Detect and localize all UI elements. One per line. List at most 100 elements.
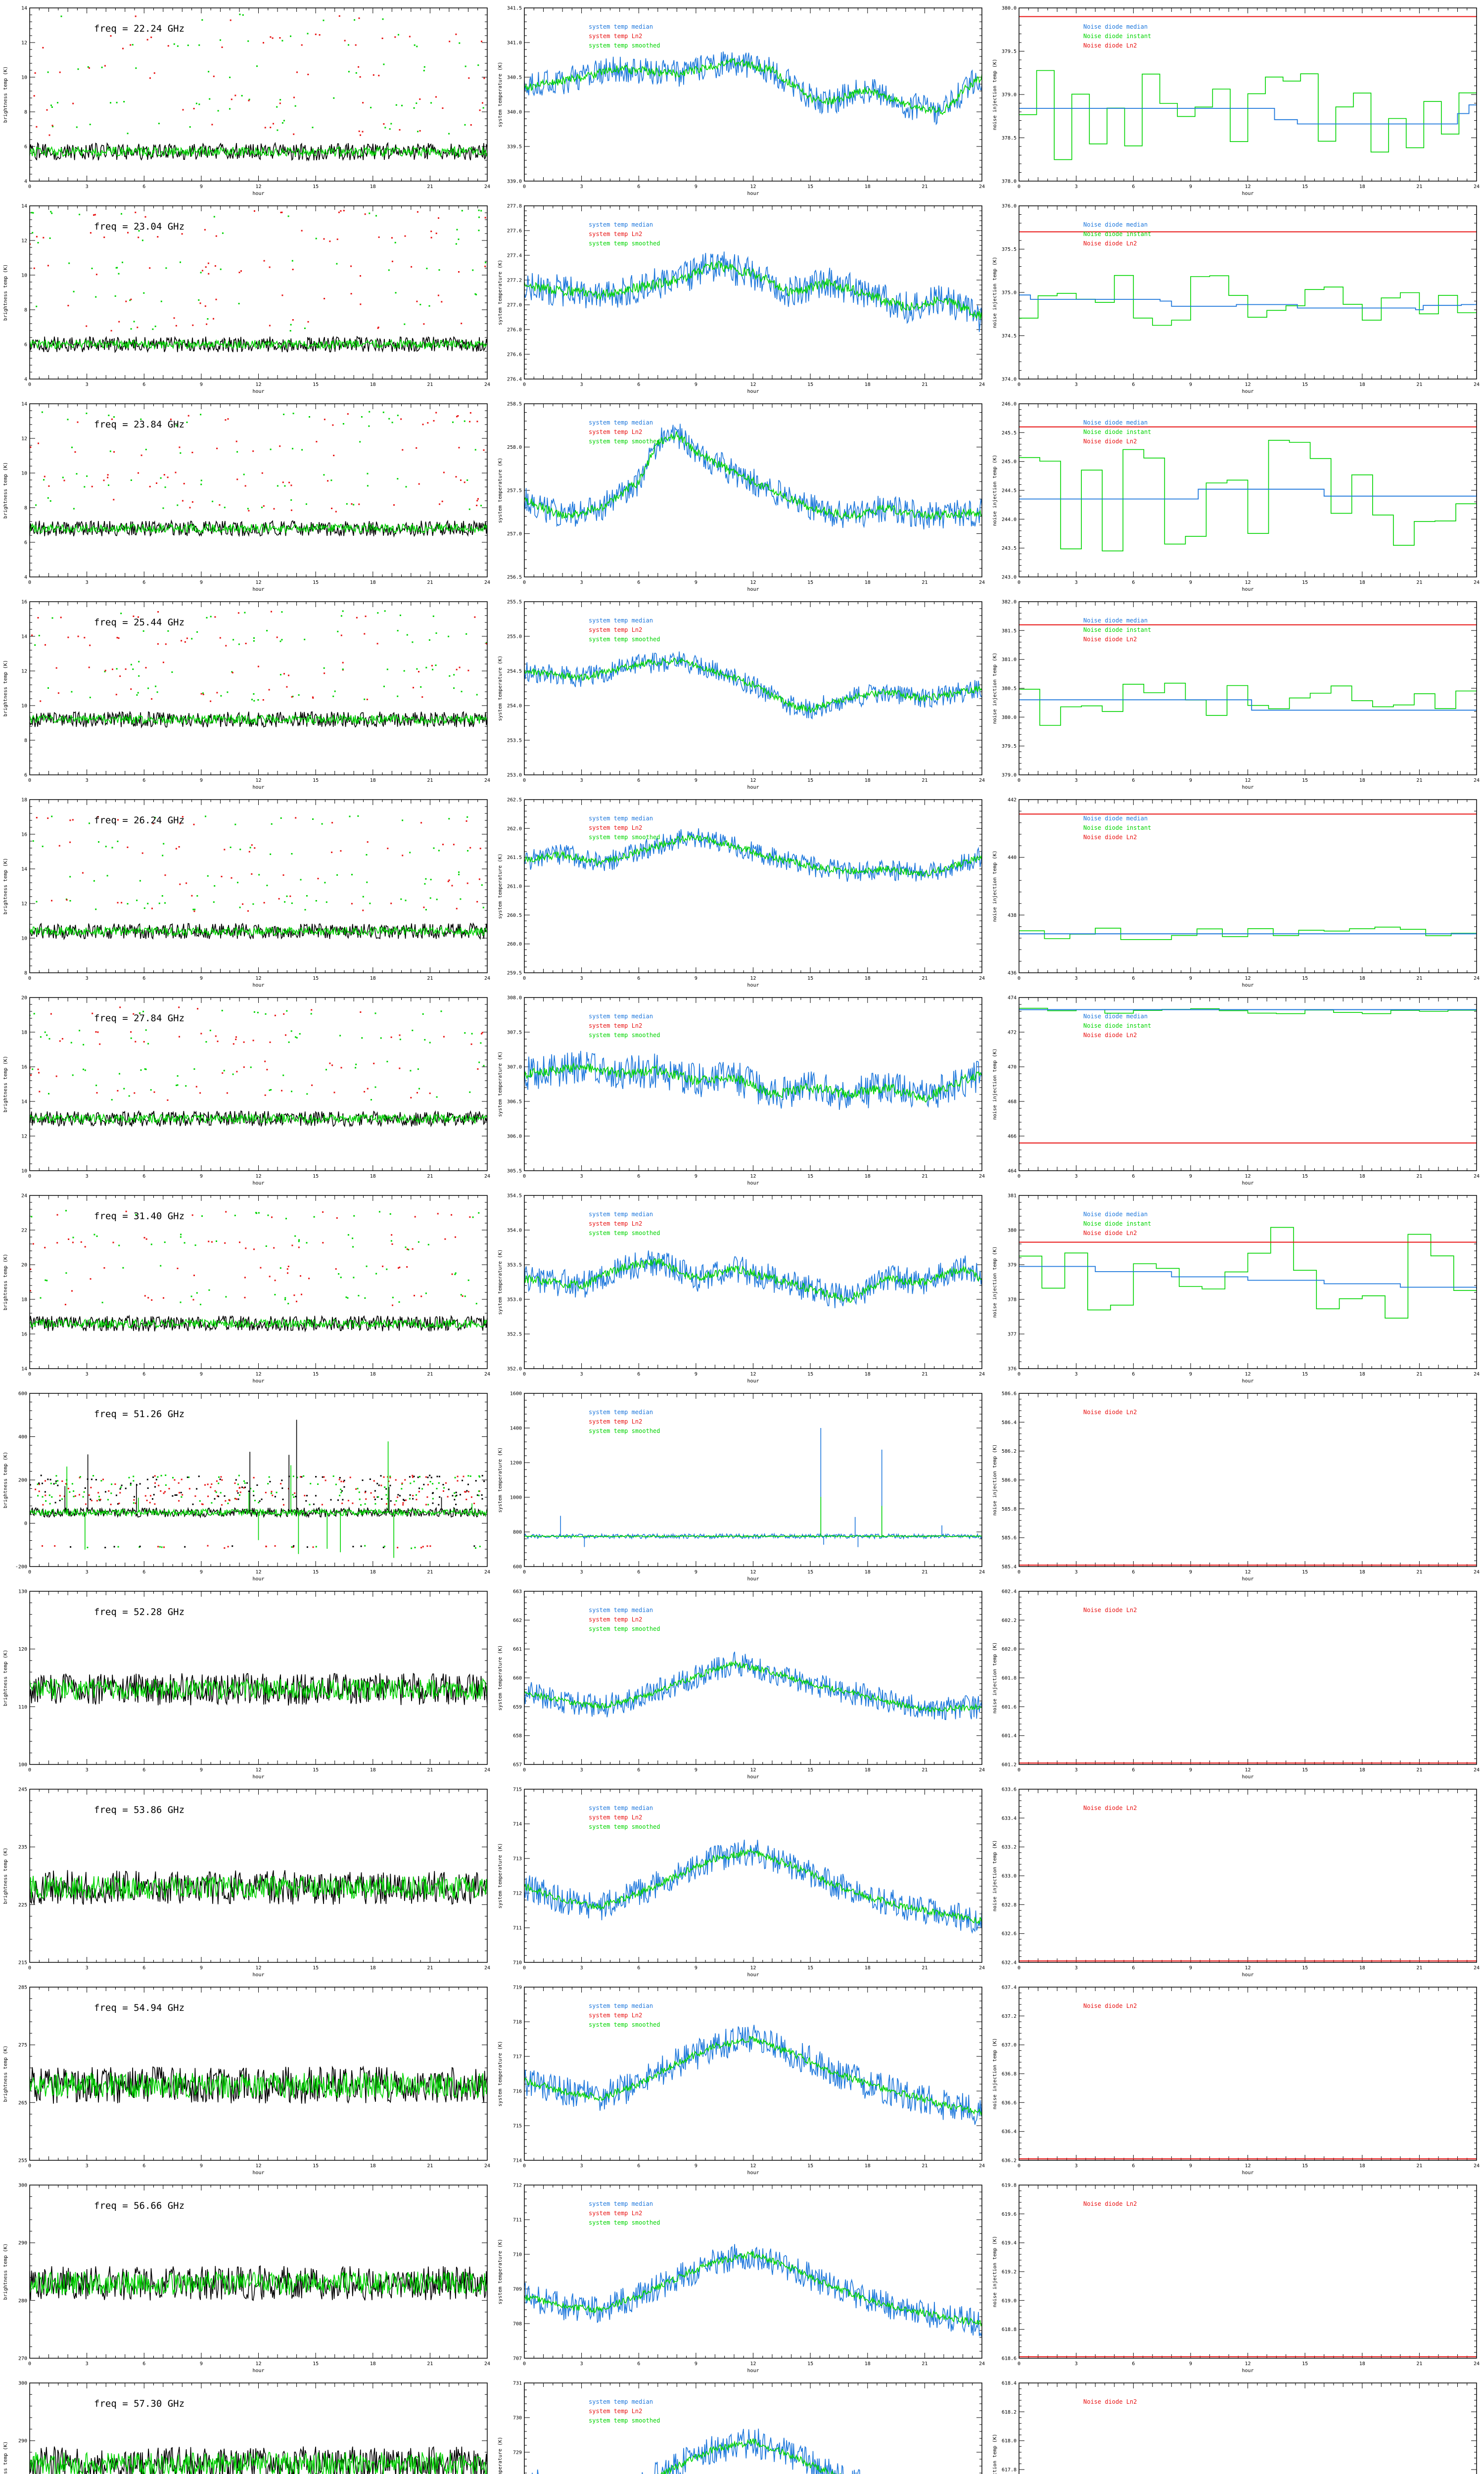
- x-tick-label: 9: [695, 1174, 697, 1179]
- x-tick-label: 0: [1018, 1965, 1020, 1971]
- x-tick-label: 24: [484, 1570, 490, 1575]
- y-tick-label: 374.0: [1002, 377, 1017, 382]
- series-group: [1019, 1007, 1477, 1143]
- legend-entry: system temp median: [589, 2002, 653, 2009]
- x-tick-label: 24: [484, 2163, 490, 2169]
- x-tick-label: 12: [255, 1372, 261, 1377]
- x-axis-label: hour: [252, 191, 264, 196]
- trace: [524, 58, 982, 115]
- x-tick-label: 18: [1359, 1372, 1365, 1377]
- x-tick-label: 18: [865, 2361, 871, 2367]
- x-tick-label: 6: [1132, 1767, 1135, 1773]
- x-tick-label: 12: [255, 1767, 261, 1773]
- y-tick-label: 381.0: [1002, 657, 1017, 663]
- series-group: [30, 2446, 487, 2474]
- x-tick-label: 18: [1359, 580, 1365, 585]
- x-tick-label: 9: [200, 2361, 203, 2367]
- y-tick-label: 600: [18, 1391, 27, 1397]
- panel-row8-brightness: 0 3 6 9 12 15 18 21 24 hour -200 0 200 400 600 brightne…: [0, 1385, 495, 1583]
- legend-entry: system temp median: [589, 1211, 653, 1218]
- y-tick-label: 636.8: [1002, 2072, 1017, 2077]
- x-tick-label: 15: [313, 2163, 319, 2169]
- step-trace-green: [1019, 682, 1477, 726]
- x-tick-label: 9: [200, 1372, 203, 1377]
- x-tick-label: 15: [807, 1570, 813, 1575]
- legend-entry: Noise diode instant: [1083, 428, 1151, 435]
- y-tick-label: 619.8: [1002, 2183, 1017, 2189]
- step-trace-green: [1019, 440, 1477, 552]
- panel-row8-system-temp: 0 3 6 9 12 15 18 21 24 hour 600 800 1000 1200 1400 1600…: [495, 1385, 989, 1583]
- x-tick-label: 9: [1189, 580, 1192, 585]
- panel-row4-brightness: 0 3 6 9 12 15 18 21 24 hour 6 8 10 12 14 16 brightness t…: [0, 594, 495, 792]
- x-tick-label: 15: [807, 1767, 813, 1773]
- x-tick-label: 24: [979, 2361, 985, 2367]
- x-axis-label: hour: [1242, 1774, 1253, 1780]
- y-tick-label: 10: [21, 704, 27, 709]
- panel-row11-noise-injection: 0 3 6 9 12 15 18 21 24 hour 636.2 636.4 636.6 636.8 63…: [989, 1979, 1484, 2177]
- y-tick-label: 800: [513, 1530, 522, 1535]
- x-tick-label: 12: [255, 184, 261, 190]
- y-tick-label: 714: [513, 2158, 522, 2164]
- x-tick-label: 6: [637, 184, 640, 190]
- y-tick-label: 276.6: [507, 352, 522, 358]
- legend-entry: Noise diode Ln2: [1083, 1607, 1137, 1614]
- x-tick-label: 15: [1302, 184, 1308, 190]
- x-tick-label: 24: [1474, 184, 1480, 190]
- series-group: [30, 2265, 487, 2301]
- y-tick-label: 20: [21, 1263, 27, 1268]
- step-trace-blue: [1019, 104, 1477, 125]
- y-tick-label: 130: [18, 1589, 27, 1595]
- y-axis-label: noise injection temp (K): [992, 59, 998, 131]
- series-group: [30, 1672, 487, 1706]
- legend-entry: system temp median: [589, 617, 653, 624]
- panel-row7-brightness: 0 3 6 9 12 15 18 21 24 hour 14 16 18 20 22 24 brightness…: [0, 1188, 495, 1385]
- x-tick-label: 9: [695, 184, 697, 190]
- series-group: [524, 424, 982, 529]
- axis-ticks: [1019, 1987, 1477, 2161]
- panel-row13-system-temp: 03691215182124hour726727728729730731syst…: [495, 2375, 989, 2474]
- x-tick-label: 6: [142, 184, 145, 190]
- y-tick-label: 235: [18, 1845, 27, 1850]
- y-tick-label: 438: [1008, 913, 1017, 918]
- y-tick-label: 381.5: [1002, 628, 1017, 634]
- axis-ticks: [524, 2382, 982, 2474]
- x-tick-label: 6: [637, 2163, 640, 2169]
- y-tick-label: 464: [1008, 1169, 1017, 1174]
- x-tick-label: 24: [1474, 1767, 1480, 1773]
- legend-entry: Noise diode Ln2: [1083, 636, 1137, 643]
- x-axis-label: hour: [1242, 1379, 1253, 1384]
- plot-svg: 0 3 6 9 12 15 18 21 24 hour 636.2 636.4 636.6 636.8 63…: [992, 1985, 1480, 2176]
- y-tick-label: 636.6: [1002, 2100, 1017, 2106]
- trace: [30, 2446, 487, 2474]
- y-tick-label: 8: [24, 506, 27, 511]
- y-tick-label: 585.4: [1002, 1565, 1017, 1570]
- plot-frame: [29, 2185, 488, 2359]
- series-group: [524, 828, 982, 882]
- x-axis-label: hour: [252, 785, 264, 790]
- y-tick-label: 6: [24, 342, 27, 348]
- x-tick-label: 24: [484, 1174, 490, 1179]
- plot-svg: 0 3 6 9 12 15 18 21 24 hour 276.4 276.6 276.8 277.0 27…: [498, 204, 985, 395]
- x-tick-label: 3: [1075, 976, 1078, 981]
- x-axis-label: hour: [1242, 389, 1253, 394]
- x-tick-label: 15: [1302, 2163, 1308, 2169]
- y-tick-label: 12: [21, 1134, 27, 1140]
- x-tick-label: 3: [86, 976, 89, 981]
- legend-entry: system temp smoothed: [589, 1230, 660, 1237]
- legend-entry: system temp Ln2: [589, 1418, 642, 1425]
- series-group: [30, 815, 487, 941]
- legend-entry: Noise diode Ln2: [1083, 1032, 1137, 1039]
- panel-title: freq = 57.30 GHz: [94, 2398, 185, 2409]
- y-axis-label: system temperature (K): [498, 458, 503, 523]
- x-tick-label: 24: [484, 1965, 490, 1971]
- x-tick-label: 24: [484, 184, 490, 190]
- x-tick-label: 18: [370, 382, 376, 387]
- series-group: [524, 1050, 982, 1110]
- y-tick-label: 633.6: [1002, 1787, 1017, 1793]
- x-tick-label: 21: [922, 1965, 928, 1971]
- y-tick-label: 200: [18, 1478, 27, 1483]
- x-tick-label: 6: [637, 976, 640, 981]
- y-axis-label: noise injection temp (K): [992, 455, 998, 526]
- legend-entry: Noise diode instant: [1083, 1022, 1151, 1029]
- x-tick-label: 18: [370, 1372, 376, 1377]
